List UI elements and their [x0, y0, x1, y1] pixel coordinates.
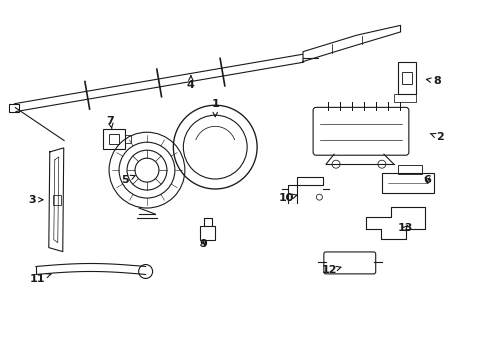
- Bar: [401, 72, 411, 84]
- Text: 3: 3: [28, 195, 43, 205]
- Text: 9: 9: [199, 239, 206, 249]
- Text: 6: 6: [423, 175, 430, 185]
- Text: 4: 4: [186, 76, 194, 90]
- Text: 7: 7: [106, 116, 114, 129]
- Text: 2: 2: [429, 132, 443, 142]
- Text: 12: 12: [322, 265, 340, 275]
- Bar: [393, 94, 415, 102]
- Text: 10: 10: [278, 193, 296, 203]
- Bar: [9, 104, 19, 112]
- Text: 13: 13: [397, 223, 412, 233]
- Bar: [125, 135, 131, 143]
- Bar: [398, 165, 422, 174]
- Text: 8: 8: [426, 76, 440, 86]
- Bar: [109, 134, 119, 144]
- Bar: [382, 173, 433, 193]
- Text: 11: 11: [29, 274, 51, 284]
- Bar: [103, 129, 125, 149]
- Bar: [200, 226, 214, 240]
- Bar: [397, 62, 415, 94]
- Text: 1: 1: [211, 99, 219, 117]
- Text: 5: 5: [121, 175, 135, 185]
- Bar: [53, 195, 61, 205]
